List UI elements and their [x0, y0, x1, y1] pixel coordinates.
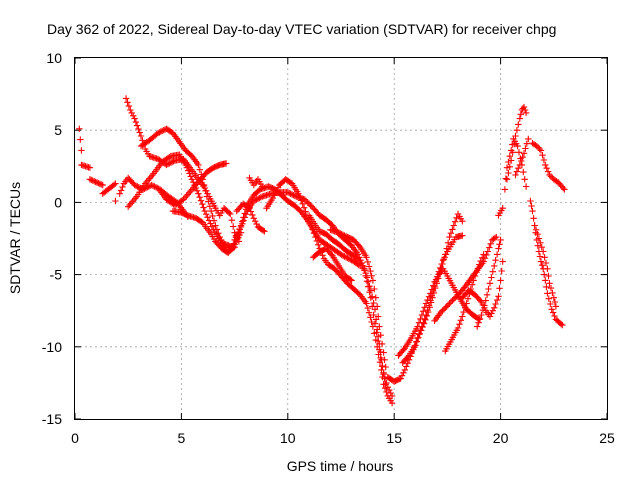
data-points — [76, 95, 568, 407]
series-track-9 — [233, 200, 268, 235]
x-tick-label: 25 — [599, 430, 615, 446]
series-track-6 — [156, 160, 230, 209]
plus-marker-cluster — [156, 160, 230, 209]
x-tick-label: 10 — [280, 430, 296, 446]
plus-marker-cluster — [169, 207, 245, 257]
series-track-16 — [395, 265, 483, 359]
plus-marker-cluster — [527, 197, 566, 329]
series-track-25 — [512, 135, 532, 179]
x-tick-label: 0 — [71, 430, 79, 446]
series-track-7 — [169, 207, 245, 257]
plus-marker-cluster — [529, 140, 568, 193]
axis-ticks — [74, 57, 608, 420]
axis-tick-labels: 0 5 10 15 20 25 -15 -10 -5 0 5 10 — [42, 50, 615, 446]
series-track-24 — [503, 103, 530, 183]
y-axis-title: SDTVAR / TECUs — [7, 182, 23, 294]
series-track-10 — [246, 174, 266, 190]
x-tick-label: 20 — [493, 430, 509, 446]
series-track-12 — [305, 212, 396, 400]
plus-marker-cluster — [137, 125, 238, 255]
chart-title: Day 362 of 2022, Sidereal Day-to-day VTE… — [47, 21, 556, 37]
y-tick-label: 0 — [54, 194, 62, 210]
plus-marker-cluster — [76, 125, 119, 205]
plus-marker-cluster — [233, 200, 268, 235]
plus-marker-cluster — [495, 205, 506, 219]
plus-marker-cluster — [512, 135, 532, 179]
plus-marker-cluster — [263, 176, 396, 407]
y-tick-label: -10 — [42, 339, 62, 355]
plus-marker-cluster — [503, 103, 530, 183]
plus-marker-cluster — [246, 174, 266, 190]
y-tick-label: -5 — [50, 267, 63, 283]
y-tick-label: 10 — [46, 50, 62, 66]
y-tick-label: -15 — [42, 411, 62, 427]
series-track-22 — [495, 205, 506, 219]
series-track-26 — [527, 197, 566, 329]
series-track-21 — [474, 236, 504, 330]
series-track-11 — [263, 176, 396, 407]
plus-marker-cluster — [327, 226, 389, 371]
plus-marker-cluster — [474, 236, 504, 330]
series-track-3 — [122, 95, 243, 245]
x-tick-label: 15 — [386, 430, 402, 446]
plus-marker-cluster — [531, 222, 560, 310]
plus-marker-cluster — [122, 95, 243, 245]
series-track-14 — [327, 226, 389, 371]
series-track-1 — [76, 125, 119, 205]
plus-marker-cluster — [399, 210, 466, 366]
plot-frame — [74, 57, 608, 420]
plus-marker-cluster — [395, 265, 483, 359]
x-axis-title: GPS time / hours — [287, 458, 394, 474]
series-track-27 — [531, 222, 560, 310]
plus-marker-cluster — [310, 245, 355, 284]
series-track-13 — [310, 245, 355, 284]
x-tick-label: 5 — [178, 430, 186, 446]
series-track-17 — [399, 210, 466, 366]
plus-marker-cluster — [305, 212, 396, 400]
series-track-5 — [137, 125, 238, 255]
y-tick-label: 5 — [54, 122, 62, 138]
series-track-28 — [529, 140, 568, 193]
